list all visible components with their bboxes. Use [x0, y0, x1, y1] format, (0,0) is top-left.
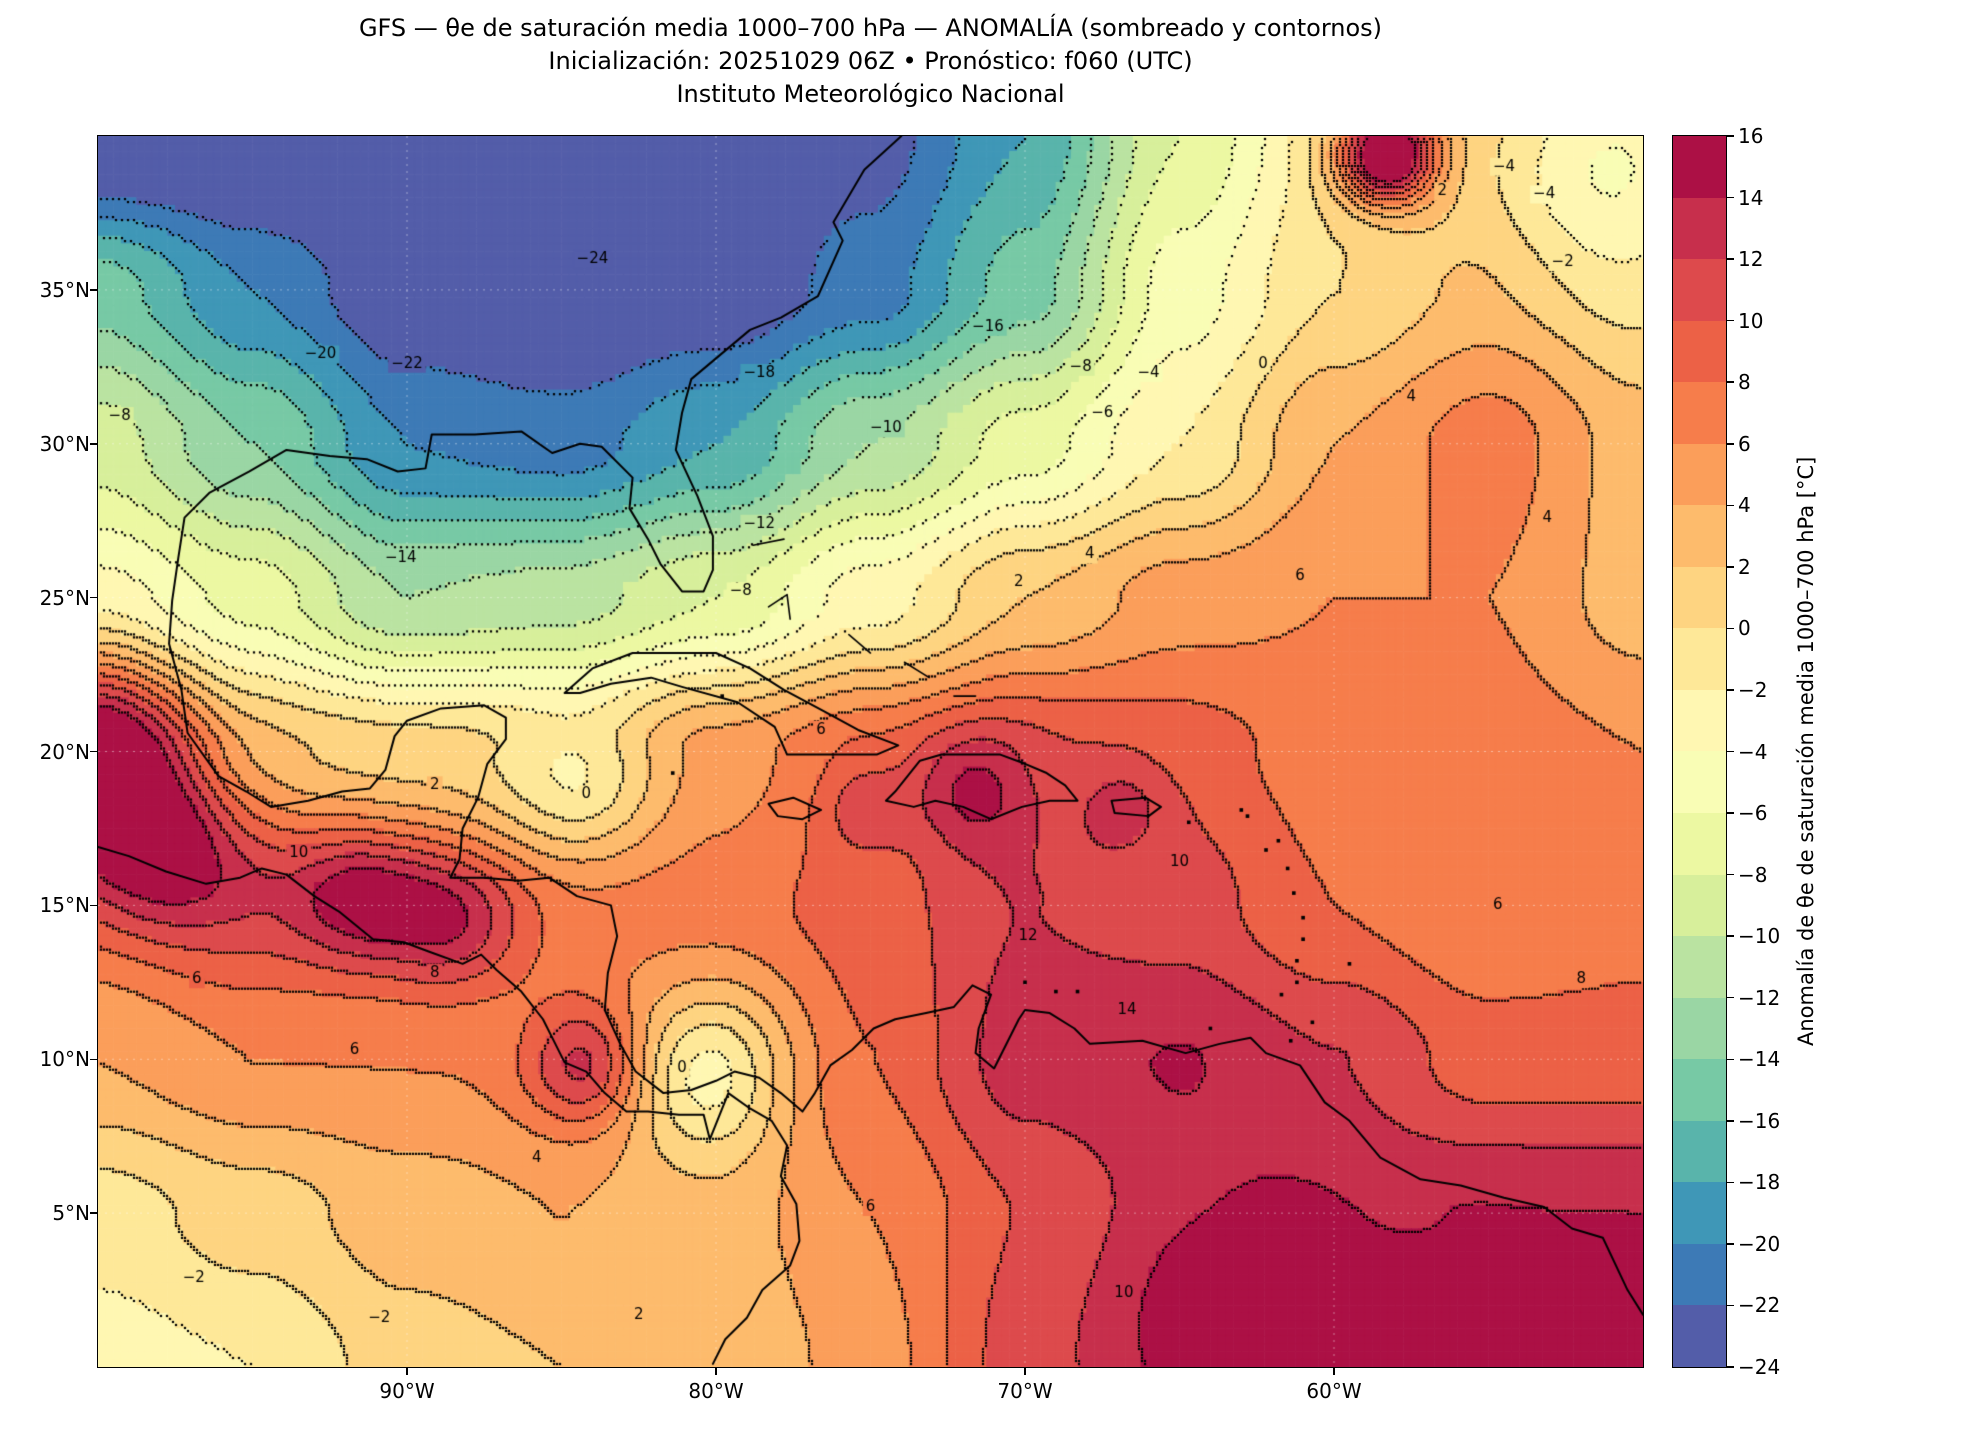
colorbar-tick-mark: [1726, 1058, 1734, 1060]
colorbar-tick-label: −16: [1738, 1108, 1781, 1133]
colorbar-band: [1673, 1120, 1726, 1183]
colorbar-tick-mark: [1726, 627, 1734, 630]
colorbar-tick-label: 6: [1738, 431, 1751, 456]
title-line-2: Inicialización: 20251029 06Z • Pronóstic…: [548, 47, 1193, 75]
colorbar-tick-mark: [1726, 1366, 1734, 1368]
colorbar-tick-label: −10: [1738, 924, 1781, 949]
colorbar-tick-mark: [1726, 1181, 1734, 1184]
x-tick-mark: [1333, 1367, 1335, 1375]
y-tick-mark: [90, 750, 98, 753]
colorbar-tick-mark: [1726, 319, 1734, 322]
colorbar-tick-label: 12: [1738, 247, 1764, 272]
colorbar-band: [1673, 320, 1726, 383]
colorbar-band: [1673, 1305, 1726, 1367]
colorbar-tick-label: −6: [1738, 801, 1768, 826]
title-line-1: GFS — θe de saturación media 1000–700 hP…: [358, 14, 1383, 42]
colorbar-tick-label: 0: [1738, 616, 1751, 641]
y-tick-mark: [90, 443, 98, 445]
colorbar-tick-label: −14: [1738, 1047, 1781, 1072]
colorbar-tick-mark: [1726, 135, 1734, 137]
colorbar-tick-mark: [1726, 443, 1734, 445]
colorbar-tick-mark: [1726, 196, 1734, 199]
map-plot-area: [97, 135, 1644, 1368]
colorbar-tick-label: −4: [1738, 739, 1768, 764]
x-tick-label: 90°W: [379, 1379, 435, 1403]
colorbar-tick-label: −2: [1738, 677, 1768, 702]
colorbar-tick-mark: [1726, 812, 1734, 814]
colorbar-tick-mark: [1726, 689, 1734, 691]
colorbar-tick-mark: [1726, 258, 1734, 260]
colorbar-band: [1673, 813, 1726, 875]
colorbar-band: [1673, 936, 1726, 998]
colorbar-band: [1673, 259, 1726, 321]
y-tick-label: 25°N: [39, 585, 90, 610]
y-tick-mark: [90, 1058, 98, 1060]
colorbar-band: [1673, 197, 1726, 260]
y-tick-label: 10°N: [39, 1047, 90, 1072]
colorbar-band: [1673, 566, 1726, 629]
colorbar-tick-label: −24: [1738, 1355, 1781, 1379]
x-tick-label: 70°W: [997, 1379, 1053, 1403]
x-tick-label: 80°W: [688, 1379, 744, 1403]
colorbar-band: [1673, 751, 1726, 814]
colorbar-tick-mark: [1726, 1120, 1734, 1122]
colorbar-tick-label: −22: [1738, 1293, 1781, 1318]
y-tick-mark: [90, 1212, 98, 1214]
colorbar-band: [1673, 382, 1726, 444]
colorbar-band: [1673, 874, 1726, 937]
colorbar-tick-label: −20: [1738, 1231, 1781, 1256]
colorbar-tick-mark: [1726, 1304, 1734, 1307]
colorbar-band: [1673, 136, 1726, 198]
anomaly-map-canvas: [98, 136, 1643, 1367]
colorbar: [1672, 135, 1727, 1368]
x-tick-mark: [1024, 1367, 1026, 1375]
colorbar-tick-mark: [1726, 750, 1734, 753]
colorbar-tick-mark: [1726, 381, 1734, 383]
x-tick-label: 60°W: [1306, 1379, 1362, 1403]
y-tick-label: 5°N: [52, 1201, 90, 1226]
y-tick-label: 30°N: [39, 431, 90, 456]
y-tick-mark: [90, 596, 98, 599]
x-tick-mark: [406, 1367, 408, 1375]
title-line-3: Instituto Meteorológico Nacional: [676, 80, 1065, 108]
colorbar-band: [1673, 1243, 1726, 1306]
colorbar-tick-label: 2: [1738, 554, 1751, 579]
colorbar-tick-label: −8: [1738, 862, 1768, 887]
colorbar-band: [1673, 1182, 1726, 1244]
colorbar-band: [1673, 1059, 1726, 1121]
colorbar-tick-mark: [1726, 996, 1734, 999]
y-tick-label: 20°N: [39, 739, 90, 764]
colorbar-tick-mark: [1726, 566, 1734, 568]
colorbar-band: [1673, 628, 1726, 690]
y-tick-mark: [90, 904, 98, 907]
colorbar-tick-label: 10: [1738, 308, 1764, 333]
y-tick-mark: [90, 289, 98, 291]
colorbar-band: [1673, 997, 1726, 1060]
colorbar-tick-mark: [1726, 1243, 1734, 1245]
colorbar-tick-label: −12: [1738, 985, 1781, 1010]
colorbar-band: [1673, 443, 1726, 506]
colorbar-tick-mark: [1726, 504, 1734, 507]
colorbar-tick-label: 4: [1738, 493, 1751, 518]
y-tick-label: 35°N: [39, 277, 90, 302]
colorbar-tick-mark: [1726, 873, 1734, 876]
x-tick-mark: [715, 1367, 717, 1375]
colorbar-tick-label: 8: [1738, 370, 1751, 395]
colorbar-band: [1673, 689, 1726, 752]
colorbar-tick-label: −18: [1738, 1170, 1781, 1195]
y-tick-label: 15°N: [39, 893, 90, 918]
title-block: GFS — θe de saturación media 1000–700 hP…: [98, 12, 1643, 111]
colorbar-tick-label: 14: [1738, 185, 1764, 210]
colorbar-band: [1673, 505, 1726, 567]
colorbar-tick-mark: [1726, 935, 1734, 937]
colorbar-tick-label: 16: [1738, 124, 1764, 148]
